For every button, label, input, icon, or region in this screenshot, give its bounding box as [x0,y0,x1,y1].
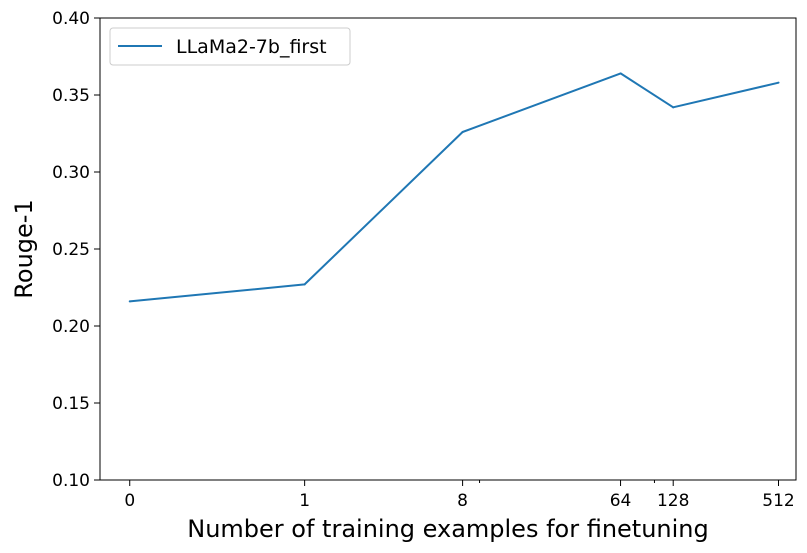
data-point [777,81,780,84]
y-tick-label: 0.15 [52,394,90,414]
y-tick-label: 0.30 [52,163,90,183]
y-axis: 0.10 0.15 0.20 0.25 0.30 0.35 0.40 [52,9,100,491]
y-axis-label: Rouge-1 [10,199,38,298]
data-point [461,130,464,133]
series-line [129,72,779,303]
series-layer [128,72,780,303]
data-point [303,283,306,286]
x-tick-label: 512 [762,491,794,511]
x-tick-label: 128 [657,491,689,511]
data-point [128,300,131,303]
x-tick-label: 1 [299,491,310,511]
y-tick-label: 0.25 [52,240,90,260]
y-tick-label: 0.40 [52,9,90,29]
x-tick-label: 0 [124,491,135,511]
x-tick-label: 64 [610,491,632,511]
data-point [672,106,675,109]
legend-label: LLaMa2-7b_first [176,36,327,58]
legend: LLaMa2-7b_first [109,27,351,66]
data-point [619,72,622,75]
legend-box [109,27,351,66]
y-tick-label: 0.10 [52,471,90,491]
x-tick-label: 8 [457,491,468,511]
x-axis-label: Number of training examples for finetuni… [187,515,709,543]
y-tick-label: 0.20 [52,317,90,337]
x-axis: 0 1 8 64 128 512 [124,480,795,511]
plot-area [99,17,797,481]
y-tick-label: 0.35 [52,86,90,106]
